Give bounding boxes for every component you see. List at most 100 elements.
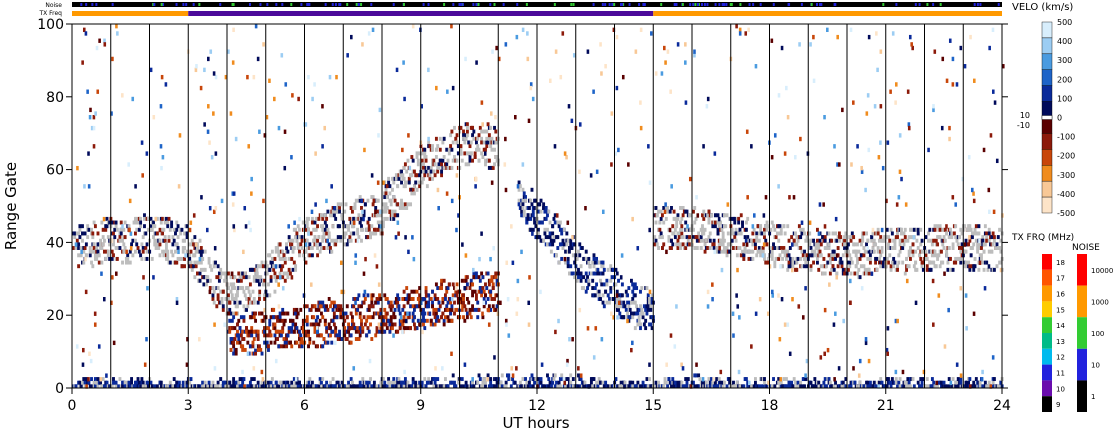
- scatter-cell: [285, 246, 289, 250]
- scatter-cell: [930, 242, 934, 247]
- scatter-cell: [505, 260, 509, 265]
- scatter-cell: [887, 377, 890, 382]
- scatter-cell: [464, 278, 468, 283]
- scatter-cell: [397, 176, 401, 181]
- scatter-cell: [354, 329, 358, 334]
- scatter-cell: [770, 253, 774, 258]
- scatter-cell: [99, 238, 103, 243]
- scatter-cell: [422, 169, 425, 174]
- scatter-cell: [871, 231, 875, 236]
- scatter-cell: [622, 315, 626, 320]
- scatter-cell: [763, 231, 766, 236]
- scatter-cell: [879, 264, 883, 269]
- scatter-cell: [897, 253, 901, 258]
- scatter-cell: [349, 340, 353, 345]
- scatter-cell: [794, 380, 797, 385]
- scatter-cell: [221, 289, 225, 294]
- scatter-cell: [139, 384, 143, 389]
- scatter-cell: [993, 100, 997, 105]
- scatter-cell: [362, 213, 366, 218]
- scatter-cell: [326, 246, 330, 250]
- scatter-cell: [949, 227, 952, 232]
- scatter-cell: [743, 235, 747, 240]
- scatter-cell: [393, 198, 397, 203]
- scatter-cell: [708, 246, 712, 250]
- scatter-cell: [236, 304, 239, 309]
- scatter-cell: [237, 318, 241, 323]
- scatter-cell: [859, 264, 863, 269]
- scatter-cell: [368, 358, 372, 364]
- scatter-cell: [372, 198, 376, 204]
- scatter-cell: [434, 155, 438, 159]
- scatter-cell: [889, 384, 893, 389]
- scatter-cell: [362, 300, 366, 305]
- scatter-cell: [382, 224, 385, 229]
- scatter-cell: [287, 267, 291, 272]
- scatter-cell: [752, 227, 756, 232]
- scatter-cell: [933, 253, 937, 258]
- scatter-cell: [455, 133, 459, 138]
- scatter-cell: [493, 147, 496, 152]
- scatter-cell: [542, 202, 546, 207]
- scatter-cell: [867, 147, 871, 153]
- scatter-cell: [314, 242, 318, 247]
- scatter-cell: [243, 206, 247, 211]
- scatter-cell: [405, 297, 409, 301]
- noise-speck: [973, 3, 976, 6]
- scatter-cell: [692, 235, 695, 240]
- scatter-cell: [795, 384, 799, 389]
- scatter-cell: [285, 242, 289, 247]
- scatter-cell: [814, 246, 818, 250]
- scatter-cell: [420, 318, 424, 323]
- scatter-cell: [391, 187, 394, 192]
- scatter-cell: [522, 213, 526, 218]
- scatter-cell: [221, 304, 225, 309]
- scatter-cell: [423, 377, 427, 382]
- scatter-cell: [858, 275, 862, 280]
- scatter-cell: [233, 337, 237, 341]
- scatter-cell: [734, 384, 738, 389]
- scatter-cell: [277, 329, 281, 334]
- scatter-cell: [351, 209, 354, 214]
- scatter-cell: [755, 235, 759, 240]
- scatter-cell: [411, 380, 415, 385]
- scatter-cell: [991, 27, 995, 33]
- scatter-cell: [504, 384, 508, 389]
- scatter-cell: [973, 384, 977, 389]
- scatter-cell: [234, 297, 238, 301]
- scatter-cell: [113, 227, 117, 232]
- scatter-cell: [801, 227, 805, 232]
- scatter-cell: [902, 231, 906, 236]
- scatter-cell: [791, 260, 795, 265]
- scatter-cell: [566, 256, 570, 261]
- scatter-cell: [434, 282, 438, 287]
- scatter-cell: [427, 380, 431, 385]
- scatter-cell: [959, 249, 963, 254]
- scatter-cell: [998, 246, 1002, 250]
- scatter-cell: [256, 380, 260, 385]
- scatter-cell: [866, 256, 870, 261]
- scatter-cell: [486, 122, 490, 127]
- scatter-cell: [686, 238, 690, 243]
- noise-speck: [752, 3, 755, 6]
- scatter-cell: [968, 235, 971, 240]
- scatter-cell: [868, 253, 872, 258]
- scatter-cell: [530, 373, 534, 378]
- scatter-cell: [560, 231, 564, 236]
- scatter-cell: [433, 315, 437, 320]
- scatter-cell: [441, 140, 445, 145]
- scatter-cell: [420, 380, 424, 385]
- noise-speck: [701, 3, 704, 6]
- scatter-cell: [623, 304, 627, 309]
- scatter-cell: [694, 235, 698, 240]
- scatter-cell: [287, 326, 291, 331]
- scatter-cell: [967, 380, 971, 385]
- scatter-cell: [586, 49, 590, 54]
- scatter-cell: [436, 169, 440, 174]
- scatter-cell: [827, 253, 831, 258]
- scatter-cell: [522, 209, 526, 214]
- scatter-cell: [335, 333, 339, 338]
- scatter-cell: [482, 297, 486, 301]
- scatter-cell: [583, 380, 587, 385]
- scatter-cell: [360, 238, 363, 243]
